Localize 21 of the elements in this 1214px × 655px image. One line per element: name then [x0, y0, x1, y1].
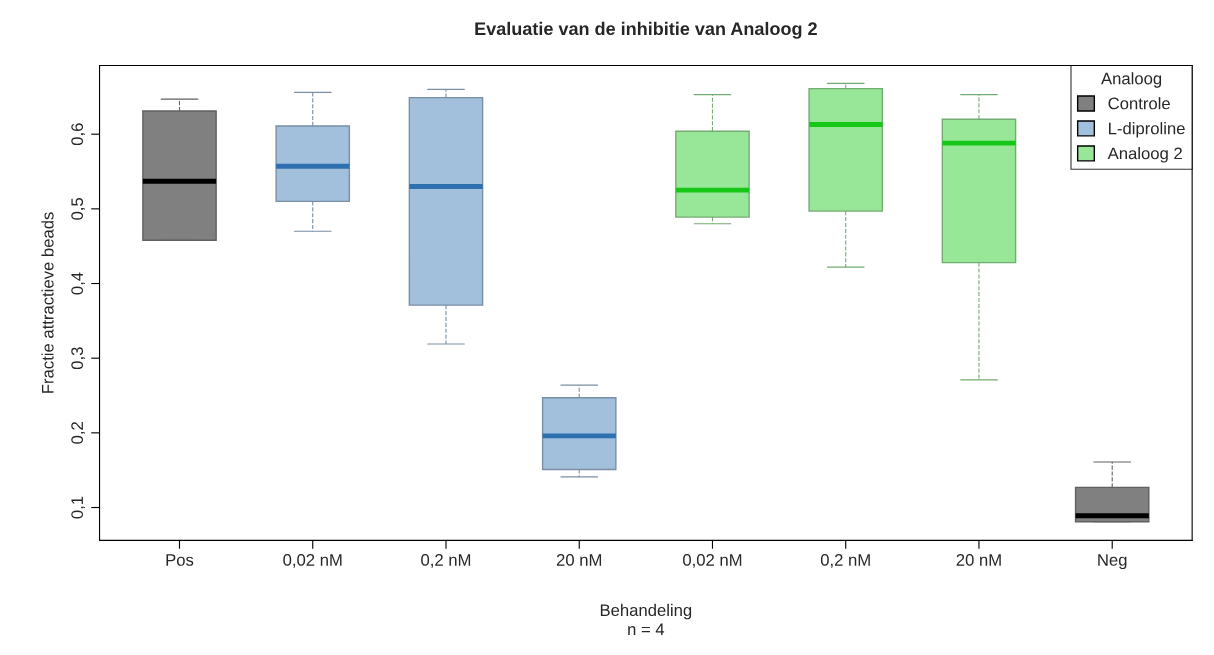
x-tick-label: 20 nM [956, 554, 1001, 566]
x-tick-label: 20 nM [556, 554, 602, 566]
y-tick-label: 0,5 [71, 197, 86, 220]
x-tick-label: 0,2 nM [820, 554, 870, 568]
x-tick-label: Neg [1098, 554, 1127, 570]
legend-label: Analoog 2 [1107, 147, 1182, 163]
y-axis-title: Fractie attractieve beads [41, 212, 54, 393]
y-tick-label: 0,4 [71, 272, 86, 295]
y-tick-label: 0,2 [71, 422, 86, 444]
x-tick-label: 0,02 nM [683, 554, 742, 568]
x-tick-label: Pos [166, 554, 194, 566]
legend-label: L-diproline [1109, 122, 1185, 138]
y-tick-label: 0,3 [71, 347, 86, 370]
legend-title: Analoog [1101, 72, 1162, 88]
y-tick-label: 0,6 [71, 123, 86, 146]
y-tick-label: 0,1 [71, 496, 86, 519]
x-axis-title: Behandeling n = 4 [600, 603, 692, 636]
chart-title: Evaluatie van de inhibitie van Analoog 2 [475, 21, 817, 39]
legend-label: Controle [1108, 97, 1170, 110]
x-tick-label: 0,02 nM [283, 554, 342, 568]
x-tick-label: 0,2 nM [421, 554, 471, 568]
